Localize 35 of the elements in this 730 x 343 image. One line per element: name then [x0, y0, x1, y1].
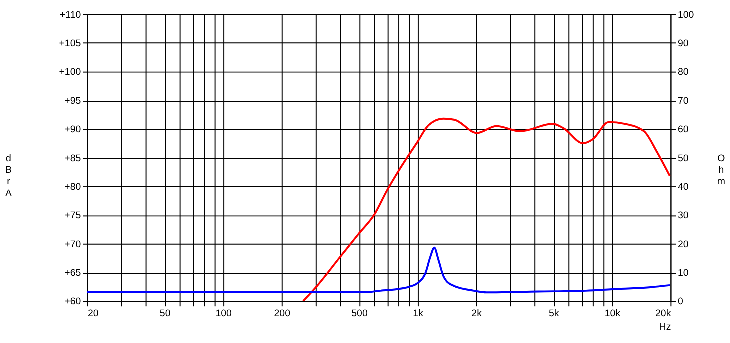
y2-tick-label: 70 — [678, 96, 690, 107]
y2-tick-label: 40 — [678, 182, 690, 193]
y2-tick-label: 0 — [678, 296, 684, 308]
y2-tick-label: 10 — [678, 268, 690, 279]
x-tick-label: 20k — [656, 308, 672, 320]
y-tick-label: +90 — [64, 124, 82, 136]
y-tick-label: +100 — [59, 67, 82, 78]
y-tick-label: +105 — [59, 38, 82, 50]
y2-tick-label: 30 — [678, 210, 690, 222]
y-tick-label: +80 — [64, 182, 82, 193]
x-axis-title: Hz — [659, 322, 672, 333]
x-tick-label: 10k — [604, 308, 621, 320]
y-axis-title: dBr A — [5, 153, 12, 200]
y-tick-label: +85 — [64, 153, 82, 164]
x-tick-label: 500 — [352, 308, 368, 320]
y2-tick-label: 100 — [678, 10, 695, 21]
y2-tick-label: 60 — [678, 124, 690, 136]
x-tick-label: 2k — [472, 308, 482, 320]
x-tick-label: 200 — [274, 308, 292, 320]
y2-tick-label: 80 — [678, 67, 690, 78]
y2-axis-title: Ohm — [717, 153, 726, 188]
x-tick-label: 100 — [216, 308, 233, 320]
x-tick-label: 20 — [88, 308, 100, 320]
x-tick-label: 50 — [160, 308, 172, 320]
y-tick-label: +60 — [64, 296, 82, 308]
y-tick-label: +110 — [60, 10, 82, 21]
y2-tick-label: 90 — [678, 38, 690, 50]
y-tick-label: +75 — [64, 210, 82, 222]
x-tick-label: 1k — [413, 308, 424, 320]
y-tick-label: +65 — [64, 268, 82, 279]
y-tick-label: +95 — [64, 96, 82, 107]
y2-tick-label: 20 — [678, 239, 690, 250]
y2-tick-label: 50 — [678, 153, 690, 164]
x-tick-label: 5k — [549, 308, 560, 320]
y-tick-label: +70 — [64, 239, 82, 250]
